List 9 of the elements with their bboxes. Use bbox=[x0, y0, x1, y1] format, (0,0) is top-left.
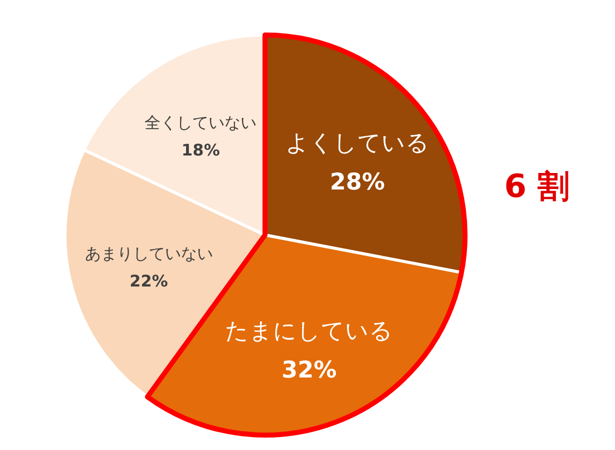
slice-label: 全くしていない bbox=[144, 113, 257, 132]
data-label: 22% bbox=[130, 271, 168, 290]
data-label: 28% bbox=[330, 170, 385, 196]
slice-label: よくしている bbox=[285, 130, 430, 156]
slice-label: たまにしている bbox=[225, 318, 394, 345]
data-label: 32% bbox=[282, 358, 337, 384]
slice-label: あまりしていない bbox=[84, 244, 213, 264]
text: 6 割 bbox=[504, 167, 570, 205]
data-label: 18% bbox=[182, 140, 220, 160]
